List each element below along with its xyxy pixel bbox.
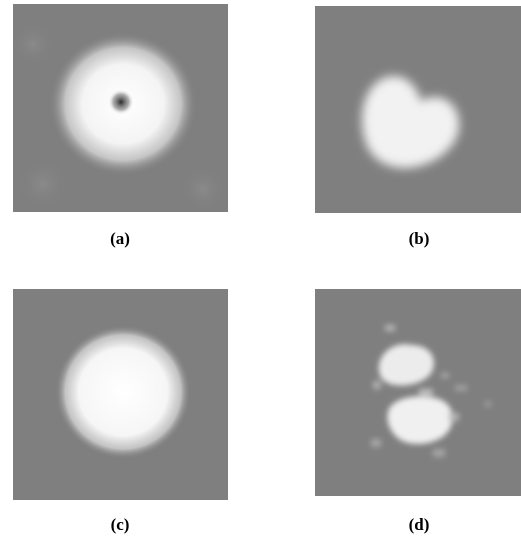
panel-c-blob	[55, 325, 191, 459]
panel-b-blob	[362, 76, 460, 168]
caption-a: (a)	[110, 229, 130, 248]
panel-c-image	[13, 289, 228, 500]
caption-b: (b)	[408, 229, 430, 248]
panel-d-image	[315, 289, 521, 496]
panel-a-blob	[13, 22, 227, 212]
caption-d: (d)	[408, 515, 430, 534]
panel-b-image	[315, 6, 521, 213]
panel-d-blob	[371, 325, 491, 457]
caption-c: (c)	[110, 515, 130, 534]
panel-a-image	[13, 4, 228, 212]
